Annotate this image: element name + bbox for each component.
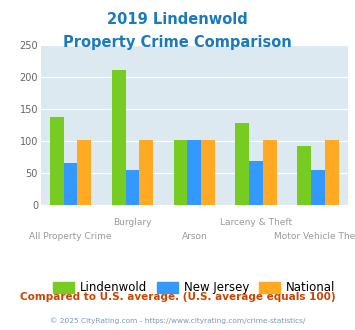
Bar bbox=[140, 140, 153, 205]
Text: 2019 Lindenwold: 2019 Lindenwold bbox=[107, 12, 248, 26]
Text: Property Crime Comparison: Property Crime Comparison bbox=[63, 35, 292, 50]
Text: Larceny & Theft: Larceny & Theft bbox=[220, 218, 292, 227]
Bar bbox=[249, 161, 263, 205]
Bar bbox=[235, 123, 249, 205]
Bar bbox=[311, 170, 325, 205]
Bar bbox=[64, 163, 77, 205]
Text: Motor Vehicle Theft: Motor Vehicle Theft bbox=[274, 232, 355, 241]
Bar bbox=[50, 117, 64, 205]
Bar bbox=[77, 140, 91, 205]
Bar bbox=[297, 146, 311, 205]
Text: All Property Crime: All Property Crime bbox=[29, 232, 112, 241]
Legend: Lindenwold, New Jersey, National: Lindenwold, New Jersey, National bbox=[50, 278, 339, 298]
Bar bbox=[263, 140, 277, 205]
Bar bbox=[325, 140, 339, 205]
Bar bbox=[126, 170, 140, 205]
Bar bbox=[112, 70, 126, 205]
Bar bbox=[174, 140, 187, 205]
Text: Arson: Arson bbox=[181, 232, 207, 241]
Bar bbox=[201, 140, 215, 205]
Text: Compared to U.S. average. (U.S. average equals 100): Compared to U.S. average. (U.S. average … bbox=[20, 292, 335, 302]
Text: Burglary: Burglary bbox=[113, 218, 152, 227]
Bar bbox=[187, 140, 201, 205]
Text: © 2025 CityRating.com - https://www.cityrating.com/crime-statistics/: © 2025 CityRating.com - https://www.city… bbox=[50, 317, 305, 324]
